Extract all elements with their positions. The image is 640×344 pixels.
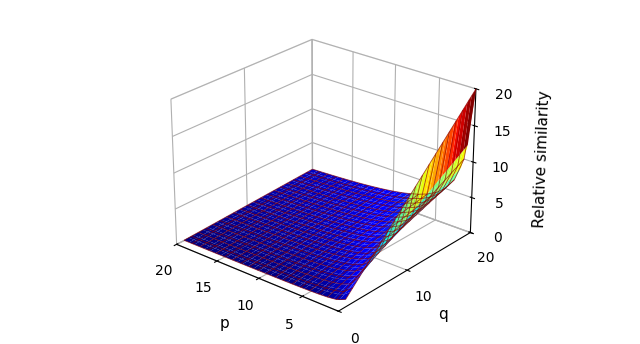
X-axis label: p: p xyxy=(220,316,229,331)
Y-axis label: q: q xyxy=(438,307,447,322)
